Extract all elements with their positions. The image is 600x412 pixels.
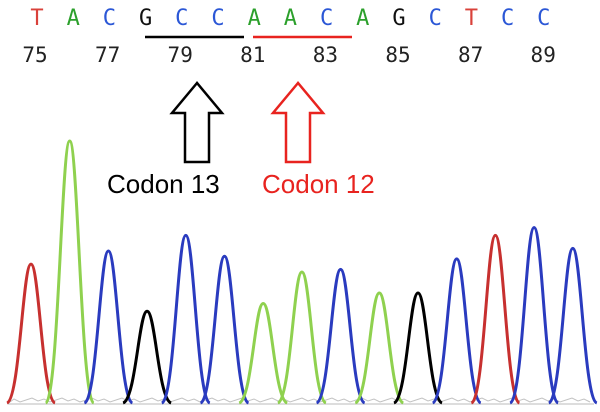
position-number: 77 — [95, 43, 120, 67]
position-number: 85 — [385, 43, 410, 67]
position-number: 89 — [531, 43, 556, 67]
peak-a — [238, 301, 289, 405]
base-call: C — [429, 6, 442, 31]
peak-g — [392, 291, 444, 405]
peak-a — [276, 270, 327, 405]
position-number: 87 — [458, 43, 483, 67]
base-call: C — [103, 6, 116, 31]
base-call: A — [67, 6, 80, 31]
position-number: 75 — [22, 43, 47, 67]
position-number: 83 — [313, 43, 338, 67]
base-call: C — [320, 6, 333, 31]
peak-c — [431, 257, 482, 405]
peak-g — [122, 309, 173, 405]
peak-a — [44, 139, 96, 405]
codon-12-up-arrow-icon — [270, 81, 326, 164]
base-call: T — [30, 6, 43, 31]
codon-13-up-arrow-icon — [169, 81, 225, 164]
base-call: C — [211, 6, 224, 31]
base-call: C — [501, 6, 514, 31]
codon-13-label: Codon 13 — [107, 169, 220, 199]
base-call: C — [175, 6, 188, 31]
peak-c — [315, 267, 366, 405]
base-call: A — [284, 6, 297, 31]
peak-t — [470, 233, 521, 405]
peak-c — [160, 233, 211, 405]
peak-c — [547, 246, 598, 405]
peak-c — [508, 225, 560, 405]
base-call: A — [248, 6, 261, 31]
base-call: T — [465, 6, 478, 31]
base-call: G — [139, 6, 152, 31]
codon-12-label: Codon 12 — [262, 169, 375, 199]
base-call: C — [537, 6, 550, 31]
position-number: 79 — [168, 43, 193, 67]
peak-t — [5, 262, 57, 405]
base-call: A — [356, 6, 369, 31]
baseline-noise — [9, 397, 591, 403]
position-number: 81 — [240, 43, 265, 67]
peak-a — [354, 291, 405, 405]
peak-c — [83, 249, 134, 405]
chromatogram-traces — [5, 139, 598, 405]
position-number-row: 75 77 79 81 83 85 87 89 — [22, 43, 555, 67]
peak-c — [199, 254, 250, 405]
base-call: G — [392, 6, 405, 31]
